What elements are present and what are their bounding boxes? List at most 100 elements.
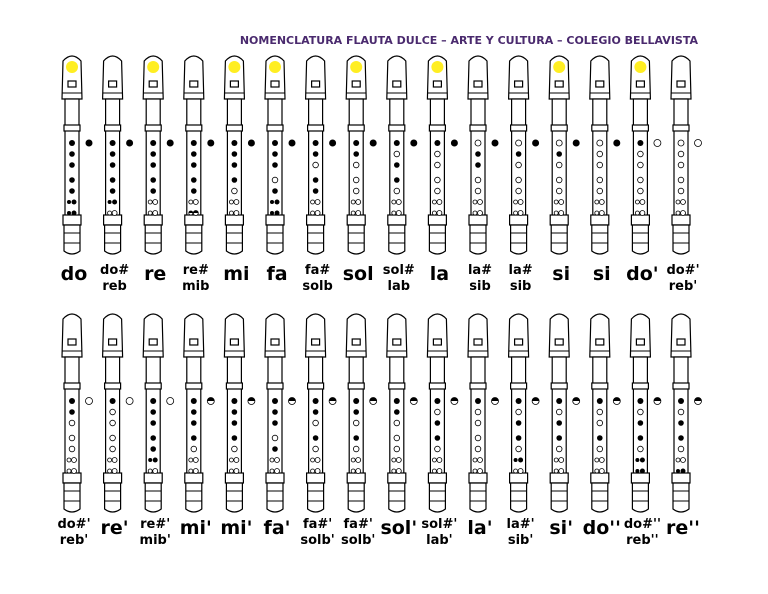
joint-ring	[184, 472, 204, 484]
hole	[677, 187, 685, 195]
hole	[515, 420, 522, 426]
recorder-foot	[428, 482, 446, 513]
recorder-body	[511, 98, 527, 218]
hole	[475, 151, 481, 157]
hole	[556, 176, 563, 184]
hole	[635, 469, 640, 473]
hole	[677, 161, 685, 169]
note-label: la'	[467, 517, 492, 539]
marker	[350, 61, 363, 73]
hole	[188, 468, 194, 474]
joint-ring	[307, 382, 325, 390]
recorder-foot	[144, 482, 162, 513]
joint-ring	[672, 124, 690, 132]
hole	[310, 199, 316, 205]
hole	[491, 139, 499, 147]
hole	[558, 210, 565, 216]
hole	[434, 445, 441, 453]
hole	[353, 419, 360, 427]
hole	[314, 210, 321, 216]
hole	[312, 445, 319, 453]
hole	[678, 420, 684, 426]
hole	[598, 210, 605, 216]
hole	[678, 398, 684, 404]
window	[595, 338, 605, 346]
note-label: sol'	[380, 517, 417, 539]
marker	[634, 61, 647, 73]
window	[229, 338, 239, 346]
hole	[231, 409, 238, 415]
hole	[150, 177, 156, 183]
hole	[639, 199, 646, 205]
joint-ring	[143, 472, 163, 484]
hole-half	[369, 397, 377, 401]
hole	[474, 139, 482, 147]
window	[148, 338, 158, 346]
hole	[272, 188, 278, 194]
hole	[310, 210, 316, 216]
hole	[475, 162, 481, 168]
hole	[353, 176, 360, 184]
recorder-body	[64, 98, 80, 218]
recorder-body	[226, 98, 242, 218]
hole	[68, 445, 76, 453]
hole	[228, 457, 234, 463]
window	[270, 338, 280, 346]
recorder-foot	[469, 482, 487, 513]
recorder-body	[673, 98, 689, 218]
hole	[231, 420, 238, 426]
hole	[639, 468, 645, 474]
hole	[517, 468, 524, 474]
note-label: la#'	[507, 517, 535, 532]
hole	[353, 398, 360, 404]
joint-ring	[224, 214, 244, 226]
recorder-body	[592, 98, 608, 218]
hole-half	[410, 397, 418, 401]
hole	[434, 187, 441, 195]
hole	[329, 139, 337, 147]
recorder-foot	[225, 224, 243, 255]
hole	[269, 457, 275, 463]
hole	[395, 457, 402, 463]
hole	[637, 161, 644, 169]
hole	[434, 150, 441, 158]
hole	[272, 446, 278, 452]
hole	[393, 419, 400, 427]
recorder-foot	[631, 224, 649, 255]
joint-ring	[630, 472, 651, 484]
hole	[637, 150, 644, 158]
hole	[125, 397, 134, 405]
hole	[594, 468, 600, 474]
joint-ring	[346, 214, 366, 226]
window	[595, 80, 605, 88]
note-label: sol	[343, 263, 374, 285]
hole	[431, 457, 437, 463]
hole	[109, 188, 116, 194]
hole	[680, 468, 686, 474]
hole	[393, 150, 400, 158]
hole	[436, 210, 443, 216]
hole	[391, 468, 397, 474]
hole	[434, 408, 441, 416]
recorder-foot	[347, 224, 365, 255]
hole	[515, 445, 522, 453]
window	[554, 80, 564, 88]
hole	[192, 199, 199, 205]
joint-ring	[468, 214, 488, 226]
hole	[596, 398, 603, 404]
hole	[513, 199, 518, 205]
hole	[67, 200, 71, 204]
joint-ring	[347, 124, 365, 132]
recorder-body	[592, 356, 608, 476]
note-alt-label: reb''	[626, 533, 659, 548]
hole	[477, 199, 483, 205]
hole	[393, 434, 400, 442]
window	[635, 338, 646, 346]
hole	[639, 457, 645, 463]
hole	[192, 468, 199, 474]
joint-ring	[225, 382, 243, 390]
hole	[190, 445, 197, 453]
hole	[474, 445, 482, 453]
hole	[231, 151, 238, 157]
hole	[270, 200, 274, 204]
